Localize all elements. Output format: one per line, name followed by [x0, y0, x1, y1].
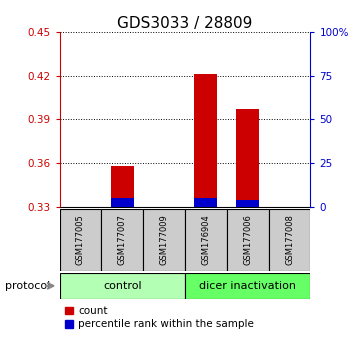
Bar	[111, 166, 134, 207]
FancyBboxPatch shape	[60, 273, 185, 299]
Bar	[111, 198, 134, 207]
Text: control: control	[103, 281, 142, 291]
FancyBboxPatch shape	[185, 273, 310, 299]
Text: GSM177006: GSM177006	[243, 215, 252, 265]
FancyBboxPatch shape	[269, 209, 310, 271]
Bar	[236, 200, 259, 207]
Bar	[236, 109, 259, 207]
FancyBboxPatch shape	[143, 209, 185, 271]
Text: GSM177008: GSM177008	[285, 215, 294, 265]
Text: GSM177007: GSM177007	[118, 215, 127, 265]
FancyBboxPatch shape	[185, 209, 227, 271]
Legend: count, percentile rank within the sample: count, percentile rank within the sample	[65, 306, 254, 329]
Text: dicer inactivation: dicer inactivation	[199, 281, 296, 291]
Text: GSM177009: GSM177009	[160, 215, 169, 265]
FancyBboxPatch shape	[227, 209, 269, 271]
Text: GSM177005: GSM177005	[76, 215, 85, 265]
Title: GDS3033 / 28809: GDS3033 / 28809	[117, 16, 253, 31]
FancyBboxPatch shape	[101, 209, 143, 271]
Text: protocol: protocol	[5, 281, 50, 291]
Text: GSM176904: GSM176904	[201, 215, 210, 265]
Bar	[195, 74, 217, 207]
Bar	[195, 198, 217, 207]
FancyBboxPatch shape	[60, 209, 101, 271]
